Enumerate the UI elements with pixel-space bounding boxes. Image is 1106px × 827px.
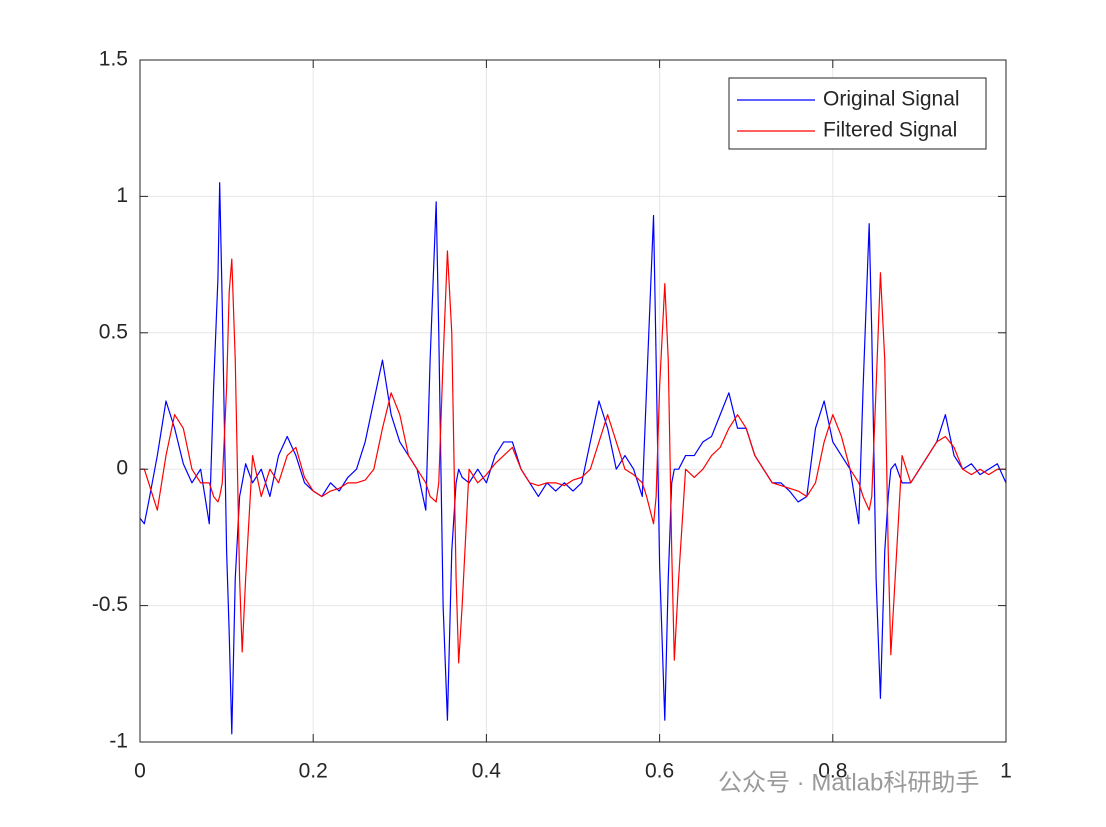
y-tick-label: 0 <box>116 457 128 480</box>
y-tick-label: 0.5 <box>99 320 128 343</box>
y-tick-label: -1 <box>109 730 128 753</box>
x-tick-label: 0.2 <box>299 760 328 783</box>
y-tick-label: 1 <box>116 184 128 207</box>
x-tick-label: 0.4 <box>472 760 502 783</box>
y-tick-label: 1.5 <box>99 48 128 71</box>
axes-box <box>139 59 1007 743</box>
y-tick-label: -0.5 <box>92 593 128 616</box>
x-tick-label: 0.8 <box>818 760 847 783</box>
x-tick-label: 0 <box>134 760 146 783</box>
series-line <box>139 182 1007 735</box>
series-line <box>140 250 1006 664</box>
legend-box <box>728 77 987 150</box>
legend: Original Signal Filtered Signal <box>728 77 987 150</box>
x-tick-label: 1 <box>1000 760 1012 783</box>
ticks: 0 0.2 0.4 0.6 0.8 1 -1 -0.5 0 0.5 1 1.5 <box>92 48 1012 783</box>
legend-label: Original Signal <box>823 88 960 111</box>
plot-area <box>140 60 1006 742</box>
watermark: 公众号 · Matlab科研助手 <box>718 769 979 796</box>
legend-label: Filtered Signal <box>823 119 957 142</box>
lines <box>139 182 1007 735</box>
x-tick-label: 0.6 <box>645 760 674 783</box>
